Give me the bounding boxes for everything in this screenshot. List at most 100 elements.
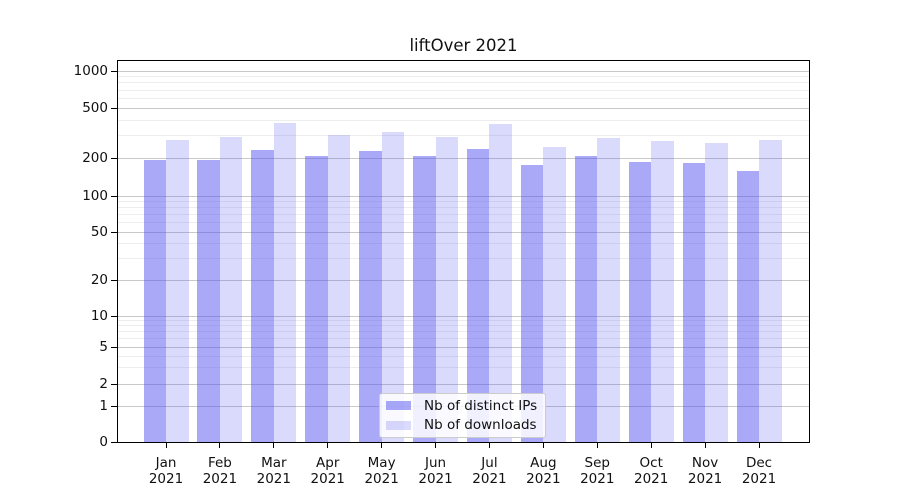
gridline-minor-3 <box>118 367 809 369</box>
y-tick-mark-100 <box>111 195 118 197</box>
bar-distinct-ips-jan-2021 <box>143 160 166 442</box>
bar-distinct-ips-mar-2021 <box>251 150 274 442</box>
y-tick-label-200: 200 <box>82 150 108 167</box>
legend-label-downloads: Nb of downloads <box>424 417 537 434</box>
x-tick-mark-mar <box>273 442 275 448</box>
y-tick-mark-2 <box>111 383 118 385</box>
y-tick-label-100: 100 <box>82 188 108 204</box>
gridline-major-500 <box>118 107 809 109</box>
x-tick-label-oct: Oct 2021 <box>634 455 669 487</box>
legend-item-distinct-ips: Nb of distinct IPs <box>386 398 539 414</box>
y-tick-label-50: 50 <box>90 224 108 241</box>
bar-distinct-ips-oct-2021 <box>628 161 652 442</box>
y-tick-label-2: 2 <box>99 376 108 393</box>
x-tick-mark-apr <box>327 442 329 448</box>
gridline-major-2 <box>118 383 809 385</box>
gridline-major-200 <box>118 157 809 159</box>
y-tick-label-500: 500 <box>82 100 108 116</box>
bar-downloads-feb-2021 <box>219 137 243 442</box>
gridline-major-1000 <box>118 70 809 72</box>
gridline-minor-900 <box>118 76 809 78</box>
bar-downloads-jan-2021 <box>166 140 189 442</box>
bar-downloads-jun-2021 <box>435 137 459 442</box>
legend-swatch-distinct-ips <box>386 401 411 411</box>
x-tick-label-mar: Mar 2021 <box>256 455 291 487</box>
bar-downloads-apr-2021 <box>327 134 351 442</box>
gridline-major-10 <box>118 315 809 317</box>
gridline-major-50 <box>118 231 809 233</box>
bar-downloads-nov-2021 <box>705 142 728 442</box>
bar-distinct-ips-jul-2021 <box>466 148 490 442</box>
gridline-major-5 <box>118 346 809 348</box>
x-tick-label-jul: Jul 2021 <box>472 455 507 487</box>
gridline-minor-30 <box>118 258 809 260</box>
gridline-minor-90 <box>118 200 809 202</box>
y-tick-mark-50 <box>111 231 118 233</box>
legend-swatch-downloads <box>386 420 411 430</box>
x-tick-label-apr: Apr 2021 <box>310 455 345 487</box>
y-tick-label-20: 20 <box>90 272 108 288</box>
x-tick-mark-sep <box>596 442 598 448</box>
y-tick-mark-0 <box>111 441 118 443</box>
bar-downloads-sep-2021 <box>597 137 620 442</box>
bar-distinct-ips-dec-2021 <box>736 171 759 442</box>
y-tick-label-0: 0 <box>99 434 108 450</box>
bar-distinct-ips-sep-2021 <box>574 156 598 442</box>
y-tick-label-1000: 1000 <box>73 63 108 79</box>
y-tick-mark-1000 <box>111 70 118 72</box>
bar-distinct-ips-apr-2021 <box>305 155 328 442</box>
bar-distinct-ips-may-2021 <box>359 151 382 442</box>
plot-area: 0 1 2 5 10 20 50 100 200 500 1000 Jan 2021 Feb 2021 M… <box>74 60 810 487</box>
x-tick-label-aug: Aug 2021 <box>526 455 561 487</box>
bar-downloads-oct-2021 <box>651 141 674 442</box>
gridline-minor-7 <box>118 331 809 333</box>
y-tick-mark-200 <box>111 157 118 159</box>
bar-distinct-ips-aug-2021 <box>520 165 544 442</box>
gridline-minor-60 <box>118 222 809 224</box>
y-tick-mark-20 <box>111 279 118 281</box>
bar-downloads-mar-2021 <box>273 123 297 442</box>
bar-distinct-ips-feb-2021 <box>197 160 220 442</box>
x-tick-mark-jul <box>488 442 490 448</box>
x-tick-label-jan: Jan 2021 <box>148 455 184 487</box>
chart-title: liftOver 2021 <box>409 36 518 55</box>
x-tick-mark-feb <box>219 442 221 448</box>
y-tick-label-5: 5 <box>99 339 108 356</box>
legend: Nb of distinct IPs Nb of downloads <box>379 393 546 438</box>
y-tick-label-10: 10 <box>90 308 108 324</box>
x-tick-label-may: May 2021 <box>364 455 399 487</box>
x-tick-mark-oct <box>650 442 652 448</box>
gridline-major-20 <box>118 279 809 281</box>
y-tick-label-1: 1 <box>99 398 108 414</box>
x-tick-label-sep: Sep 2021 <box>580 455 615 487</box>
bar-downloads-may-2021 <box>381 132 405 442</box>
x-tick-mark-jan <box>165 442 167 448</box>
legend-item-downloads: Nb of downloads <box>386 417 539 433</box>
bar-downloads-jul-2021 <box>489 123 512 442</box>
y-tick-mark-5 <box>111 346 118 348</box>
gridline-minor-6 <box>118 338 809 340</box>
legend-label-distinct-ips: Nb of distinct IPs <box>424 397 538 414</box>
bar-distinct-ips-jun-2021 <box>413 156 436 442</box>
gridline-minor-70 <box>118 214 809 216</box>
x-tick-label-jun: Jun 2021 <box>418 455 453 487</box>
gridline-minor-8 <box>118 325 809 327</box>
bar-distinct-ips-nov-2021 <box>682 162 706 442</box>
gridline-minor-80 <box>118 207 809 209</box>
x-tick-label-feb: Feb 2021 <box>202 455 238 487</box>
x-tick-mark-dec <box>758 442 760 448</box>
y-tick-mark-1 <box>111 405 118 407</box>
y-tick-mark-500 <box>111 107 118 109</box>
gridline-minor-40 <box>118 243 809 245</box>
x-tick-mark-jun <box>435 442 437 448</box>
gridline-minor-300 <box>118 135 809 137</box>
gridline-major-100 <box>118 195 809 197</box>
gridline-minor-400 <box>118 119 809 121</box>
gridline-minor-9 <box>118 320 809 322</box>
x-tick-label-dec: Dec 2021 <box>741 455 777 487</box>
x-tick-label-nov: Nov 2021 <box>687 455 723 487</box>
bar-downloads-dec-2021 <box>759 140 782 442</box>
gridline-minor-800 <box>118 82 809 84</box>
gridline-minor-600 <box>118 97 809 99</box>
